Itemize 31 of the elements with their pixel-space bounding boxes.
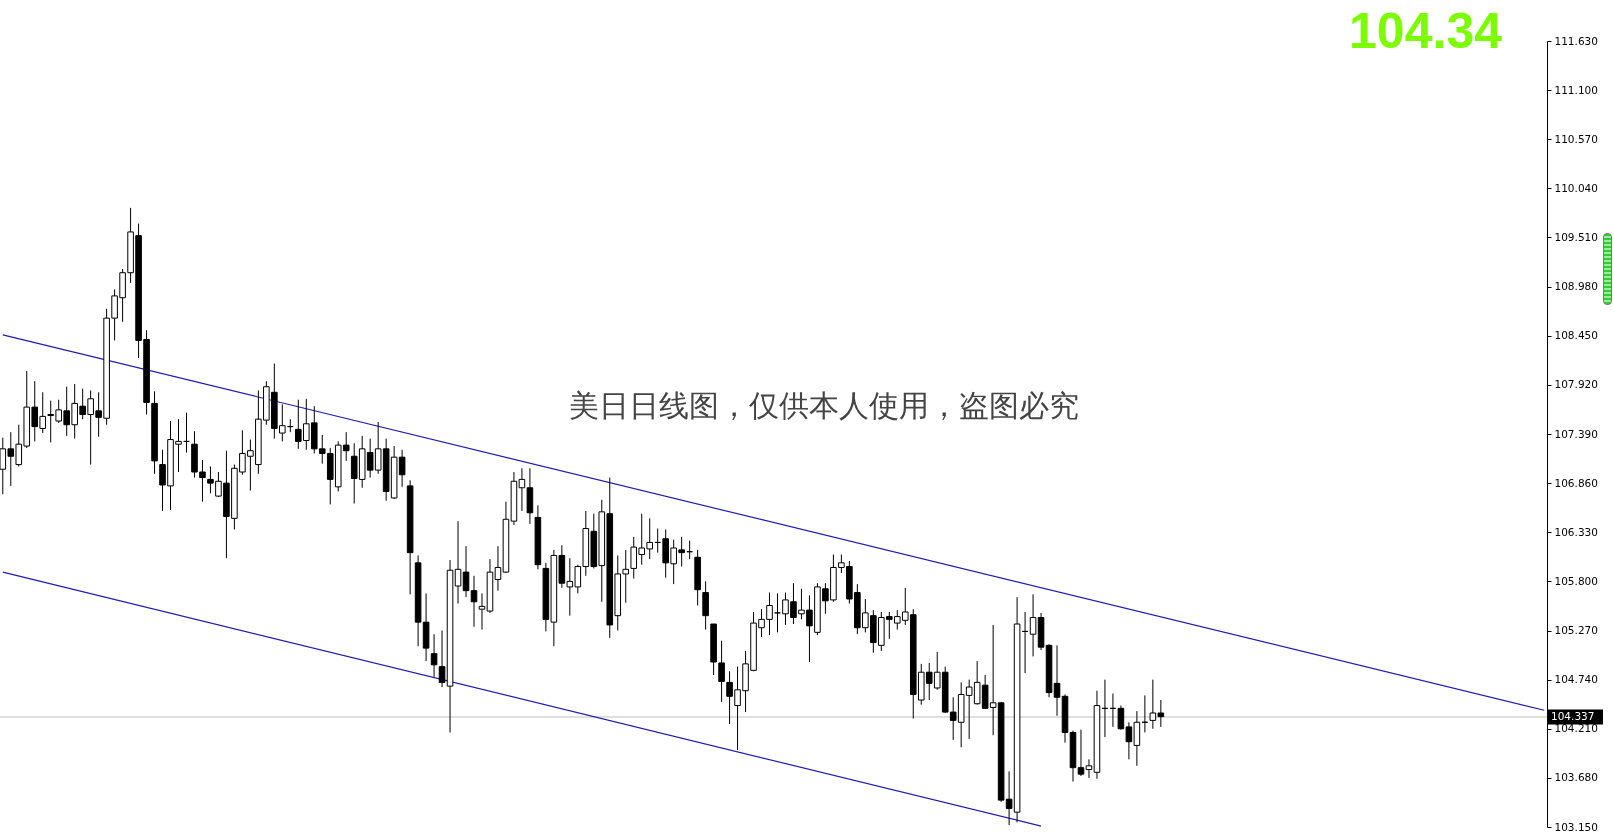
y-tick-label: 104.740 [1554,673,1598,686]
candlestick [1085,758,1093,779]
y-tick-label: 108.980 [1554,280,1598,293]
y-tick-label: 105.800 [1554,574,1598,587]
y-tick-label: 103.150 [1554,820,1598,832]
annotation: 美日日线图，仅供本人使用，盗图必究 [569,387,1079,425]
y-tick-label: 108.450 [1554,329,1598,342]
annotation: 104.34 [1349,2,1502,60]
y-tick-label: 109.510 [1554,231,1598,243]
candlestick [1053,644,1061,717]
candlestick [454,520,462,605]
y-tick-label: 104.210 [1554,722,1598,735]
y-tick-label: 106.860 [1554,476,1598,489]
y-tick-label: 106.330 [1554,525,1598,538]
candlestick [774,592,781,633]
y-tick-label: 111.630 [1554,34,1598,47]
candlestick [430,633,438,678]
y-tick-label: 103.680 [1554,771,1598,784]
candlestick [478,592,486,631]
y-tick-label: 110.570 [1554,132,1598,145]
y-tick-label: 107.920 [1554,378,1598,391]
candlestick [702,580,709,631]
candlestick [1077,729,1085,777]
y-tick-label: 105.270 [1554,624,1598,636]
ref-line-label: 104.337 [1551,709,1595,722]
y-tick-label: 107.390 [1554,427,1598,440]
y-tick-label: 110.040 [1554,181,1598,194]
y-tick-label: 111.100 [1554,83,1598,96]
candlestick [494,545,502,592]
candlestick [462,545,470,598]
candlestick [470,575,478,628]
